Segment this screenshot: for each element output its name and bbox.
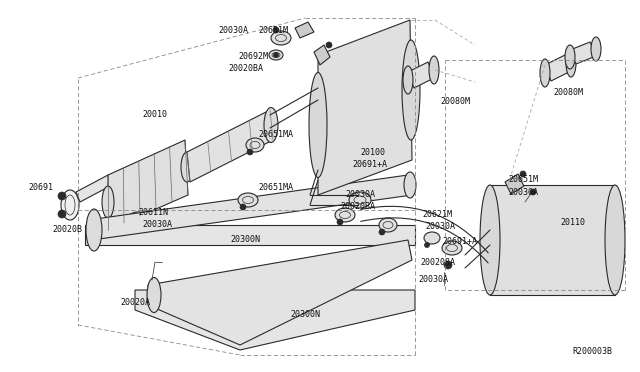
Circle shape bbox=[58, 210, 66, 218]
Text: 20692M: 20692M bbox=[238, 52, 268, 61]
Text: 20621M: 20621M bbox=[422, 210, 452, 219]
Ellipse shape bbox=[442, 241, 462, 255]
Ellipse shape bbox=[181, 152, 193, 182]
Polygon shape bbox=[76, 175, 112, 202]
Polygon shape bbox=[187, 110, 273, 182]
Text: 20030A: 20030A bbox=[345, 190, 375, 199]
Ellipse shape bbox=[402, 40, 420, 140]
Circle shape bbox=[273, 27, 279, 33]
Polygon shape bbox=[545, 55, 571, 81]
Text: 20080M: 20080M bbox=[553, 88, 583, 97]
Polygon shape bbox=[108, 140, 188, 230]
Text: 20030A: 20030A bbox=[508, 188, 538, 197]
Text: 20020A: 20020A bbox=[120, 298, 150, 307]
Ellipse shape bbox=[379, 218, 397, 232]
Text: 20020BA: 20020BA bbox=[340, 202, 375, 211]
Text: 200208A: 200208A bbox=[420, 258, 455, 267]
Ellipse shape bbox=[246, 138, 264, 152]
Circle shape bbox=[326, 42, 332, 48]
Polygon shape bbox=[135, 290, 415, 350]
Text: 20691+A: 20691+A bbox=[442, 237, 477, 246]
Text: 20300N: 20300N bbox=[230, 235, 260, 244]
Polygon shape bbox=[318, 20, 412, 195]
Text: 20691: 20691 bbox=[28, 183, 53, 192]
Polygon shape bbox=[88, 175, 412, 240]
Ellipse shape bbox=[591, 37, 601, 61]
Ellipse shape bbox=[424, 232, 440, 244]
Text: 20030A: 20030A bbox=[142, 220, 172, 229]
Text: 20100: 20100 bbox=[360, 148, 385, 157]
Text: 20030A: 20030A bbox=[218, 26, 248, 35]
Ellipse shape bbox=[335, 208, 355, 222]
Circle shape bbox=[337, 219, 343, 225]
Text: 20300N: 20300N bbox=[290, 310, 320, 319]
Ellipse shape bbox=[480, 185, 500, 295]
Ellipse shape bbox=[102, 186, 114, 218]
Circle shape bbox=[273, 52, 278, 58]
Text: 20030A: 20030A bbox=[425, 222, 455, 231]
Ellipse shape bbox=[540, 59, 550, 87]
Text: 20010: 20010 bbox=[142, 110, 167, 119]
Text: 20651MA: 20651MA bbox=[258, 183, 293, 192]
Text: 20691+A: 20691+A bbox=[352, 160, 387, 169]
Ellipse shape bbox=[565, 45, 575, 69]
Polygon shape bbox=[490, 185, 615, 295]
Ellipse shape bbox=[264, 108, 278, 142]
Ellipse shape bbox=[605, 185, 625, 295]
Polygon shape bbox=[408, 62, 434, 88]
Ellipse shape bbox=[127, 212, 149, 228]
Ellipse shape bbox=[349, 192, 371, 208]
Circle shape bbox=[240, 204, 246, 210]
Text: 20651MA: 20651MA bbox=[258, 130, 293, 139]
Text: 20030A: 20030A bbox=[418, 275, 448, 284]
Ellipse shape bbox=[238, 193, 258, 207]
Text: 20020B: 20020B bbox=[52, 225, 82, 234]
Ellipse shape bbox=[147, 278, 161, 312]
Ellipse shape bbox=[404, 172, 416, 198]
Ellipse shape bbox=[309, 73, 327, 177]
Circle shape bbox=[424, 243, 429, 247]
Polygon shape bbox=[85, 225, 415, 245]
Polygon shape bbox=[314, 45, 330, 65]
Polygon shape bbox=[295, 22, 314, 38]
Text: 20651M: 20651M bbox=[508, 175, 538, 184]
Text: R200003B: R200003B bbox=[572, 347, 612, 356]
Text: 20110: 20110 bbox=[560, 218, 585, 227]
Text: 20080M: 20080M bbox=[440, 97, 470, 106]
Text: 20611N: 20611N bbox=[138, 208, 168, 217]
Polygon shape bbox=[505, 174, 524, 194]
Ellipse shape bbox=[403, 66, 413, 94]
Ellipse shape bbox=[271, 31, 291, 45]
Text: 20651M: 20651M bbox=[258, 26, 288, 35]
Polygon shape bbox=[570, 42, 596, 64]
Circle shape bbox=[130, 227, 136, 233]
Circle shape bbox=[379, 229, 385, 235]
Circle shape bbox=[444, 261, 452, 269]
Ellipse shape bbox=[61, 190, 79, 220]
Circle shape bbox=[247, 149, 253, 155]
Circle shape bbox=[58, 192, 66, 200]
Text: 20020BA: 20020BA bbox=[228, 64, 263, 73]
Ellipse shape bbox=[429, 56, 439, 84]
Ellipse shape bbox=[269, 50, 283, 60]
Ellipse shape bbox=[86, 209, 102, 251]
Ellipse shape bbox=[566, 49, 576, 77]
Polygon shape bbox=[148, 240, 412, 345]
Circle shape bbox=[520, 171, 526, 177]
Circle shape bbox=[530, 189, 536, 195]
